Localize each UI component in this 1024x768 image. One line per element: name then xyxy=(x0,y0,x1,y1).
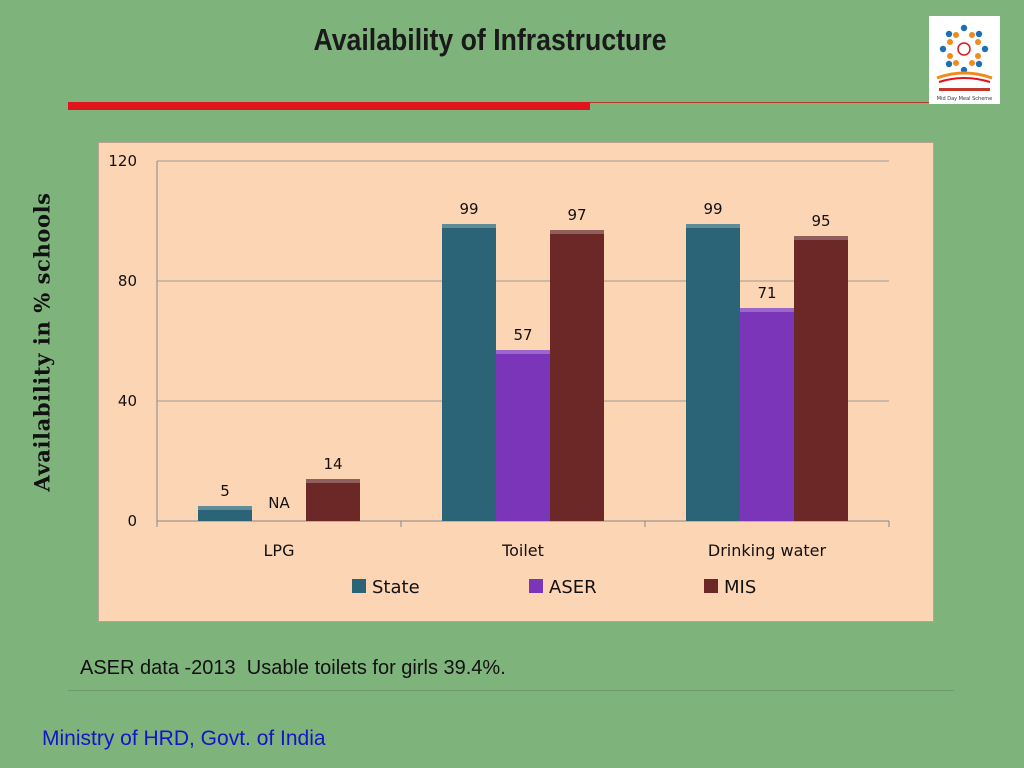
footer-ministry: Ministry of HRD, Govt. of India xyxy=(42,727,326,750)
data-label: 71 xyxy=(757,284,776,302)
data-label: 95 xyxy=(811,212,830,230)
x-category-label: LPG xyxy=(264,541,295,560)
data-label: NA xyxy=(268,494,290,512)
legend-swatch-state xyxy=(352,579,366,593)
mid-day-meal-logo: Mid Day Meal Scheme xyxy=(929,16,1000,104)
bar-shade xyxy=(442,224,496,521)
bar-top-highlight xyxy=(740,308,794,312)
aser-note: ASER data -2013 Usable toilets for girls… xyxy=(80,657,506,679)
data-label: 99 xyxy=(703,200,722,218)
logo-caption: Mid Day Meal Scheme xyxy=(936,96,993,102)
data-label: 14 xyxy=(323,455,342,473)
slide-title: Availability of Infrastructure xyxy=(313,22,667,57)
legend-swatch-aser xyxy=(529,579,543,593)
bar-top-highlight xyxy=(686,224,740,228)
legend-label-mis: MIS xyxy=(724,577,756,598)
bar-top-highlight xyxy=(306,479,360,483)
x-category-label: Drinking water xyxy=(708,541,827,560)
bar-top-highlight xyxy=(794,236,848,240)
title-underline-thick xyxy=(68,102,590,110)
data-label: 5 xyxy=(220,482,230,500)
bar-top-highlight xyxy=(550,230,604,234)
logo-emblem-icon xyxy=(936,24,993,91)
bar-top-highlight xyxy=(198,506,252,510)
legend-label-aser: ASER xyxy=(549,577,597,598)
data-label: 57 xyxy=(513,326,532,344)
legend-label-state: State xyxy=(372,577,420,598)
bar-top-highlight xyxy=(496,350,550,354)
bar-shade xyxy=(306,479,360,521)
bar-shade xyxy=(794,236,848,521)
note-divider xyxy=(68,690,954,691)
bar-shade xyxy=(550,230,604,521)
bar-shade xyxy=(198,506,252,521)
title-underline-thin xyxy=(590,102,930,103)
y-tick-label: 80 xyxy=(118,272,137,290)
bar-top-highlight xyxy=(442,224,496,228)
data-label: 97 xyxy=(567,206,586,224)
data-label: 99 xyxy=(459,200,478,218)
bar-shade xyxy=(740,308,794,521)
y-tick-label: 40 xyxy=(118,392,137,410)
x-category-label: Toilet xyxy=(501,541,544,560)
y-tick-label: 0 xyxy=(127,512,137,530)
bar-shade xyxy=(496,350,550,521)
legend-swatch-mis xyxy=(704,579,718,593)
bar-shade xyxy=(686,224,740,521)
y-tick-label: 120 xyxy=(108,152,137,170)
